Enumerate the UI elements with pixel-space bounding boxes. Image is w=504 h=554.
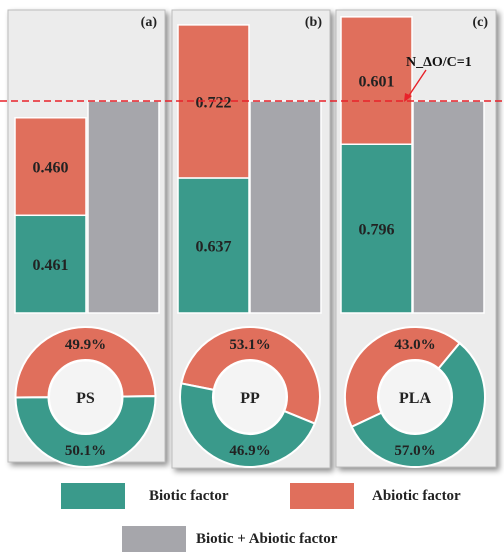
legend-swatch-abiotic: [290, 483, 354, 509]
reference-line-label: N_ΔO/C=1: [406, 55, 472, 70]
donut-pp-abiotic-label: 53.1%: [229, 337, 270, 353]
donut-pp-hole: [213, 360, 287, 434]
panel-label-ps: (a): [141, 15, 158, 30]
legend-label-abiotic: Abiotic factor: [372, 487, 461, 504]
bar-ps-combined: [87, 100, 160, 314]
donut-ps-hole: [49, 360, 122, 434]
bar-ps-abiotic: [14, 116, 87, 217]
donut-ps-biotic: [14, 395, 157, 469]
donut-pp-abiotic: [180, 325, 321, 425]
bar-pla-combined: [412, 100, 485, 314]
reference-arrowhead: [404, 93, 412, 102]
bar-pla-biotic-label: 0.796: [359, 222, 395, 239]
legend-biotic: Biotic factor: [61, 483, 229, 509]
donut-pp-biotic: [179, 382, 317, 468]
donut-pla-biotic: [350, 341, 486, 468]
donut-pla-center-label: PLA: [399, 390, 431, 407]
panel-label-pp: (b): [305, 15, 322, 30]
legend-swatch-combined: [122, 526, 186, 552]
donut-pla-biotic-label: 57.0%: [394, 443, 435, 459]
donut-pp-biotic-label: 46.9%: [229, 443, 270, 459]
bar-pla-abiotic: [340, 16, 413, 145]
bar-pla-abiotic-label: 0.601: [359, 74, 395, 91]
bar-ps-abiotic-label: 0.460: [33, 160, 69, 177]
legend-label-biotic: Biotic factor: [149, 487, 229, 504]
donut-pla-abiotic: [344, 326, 462, 429]
bar-pp-biotic: [177, 177, 250, 314]
bar-pp-combined: [249, 100, 322, 314]
donut-ps-abiotic-label: 49.9%: [65, 337, 106, 353]
bar-pla-biotic: [340, 143, 413, 314]
legend-abiotic: Abiotic factor: [290, 483, 461, 509]
bar-pp-abiotic-label: 0.722: [196, 94, 232, 111]
bar-ps-biotic-label: 0.461: [33, 257, 69, 274]
donut-ps-abiotic: [14, 326, 157, 399]
bar-ps-biotic: [14, 214, 87, 314]
donut-pla-abiotic-label: 43.0%: [394, 337, 435, 353]
legend-label-combined: Biotic + Abiotic factor: [196, 530, 338, 547]
donut-pla-hole: [378, 360, 452, 434]
panel-label-pla: (c): [472, 15, 488, 30]
donut-ps-biotic-label: 50.1%: [65, 443, 106, 459]
bar-pp-biotic-label: 0.637: [196, 238, 232, 255]
donut-ps-center-label: PS: [76, 390, 95, 407]
legend-swatch-biotic: [61, 483, 125, 509]
legend-combined: Biotic + Abiotic factor: [122, 526, 337, 552]
donut-pp-center-label: PP: [240, 390, 260, 407]
